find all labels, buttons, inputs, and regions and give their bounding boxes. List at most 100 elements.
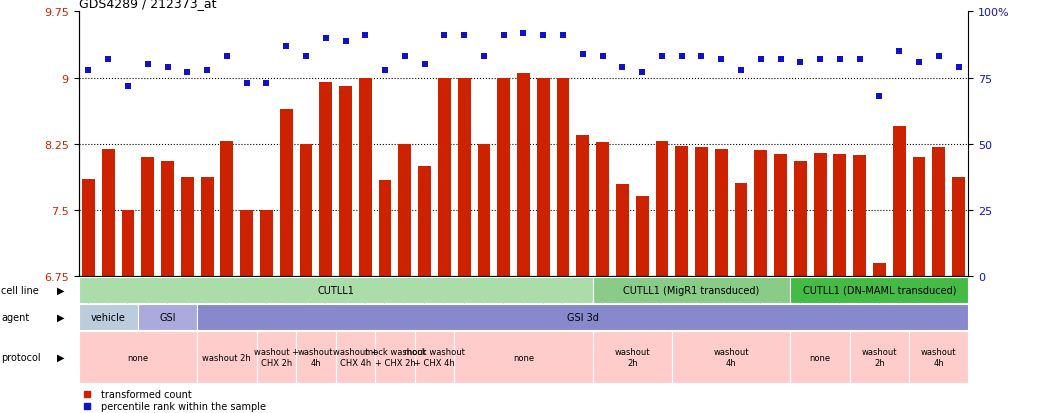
Text: CUTLL1: CUTLL1 — [317, 285, 354, 295]
Bar — [336, 332, 375, 383]
Bar — [201, 178, 214, 277]
Bar — [850, 332, 909, 383]
Text: washout
4h: washout 4h — [713, 348, 749, 367]
Bar — [833, 155, 846, 277]
Point — [436, 33, 452, 40]
Bar — [454, 332, 593, 383]
Bar — [141, 158, 154, 277]
Point — [851, 57, 868, 63]
Point — [575, 51, 592, 58]
Point — [811, 57, 828, 63]
Bar — [596, 143, 609, 277]
Text: ▶: ▶ — [57, 352, 65, 362]
Point — [733, 67, 750, 74]
Point — [831, 57, 848, 63]
Bar — [790, 332, 850, 383]
Bar — [257, 332, 296, 383]
Bar — [477, 145, 490, 277]
Bar — [161, 161, 174, 277]
Bar — [280, 109, 292, 277]
Text: GSI 3d: GSI 3d — [566, 312, 599, 322]
Point — [357, 33, 374, 40]
Point — [219, 54, 236, 61]
Bar — [893, 127, 906, 277]
Text: transformed count: transformed count — [101, 389, 192, 399]
Bar — [458, 78, 470, 277]
Text: mock washout
+ CHX 2h: mock washout + CHX 2h — [364, 348, 425, 367]
Point — [337, 38, 354, 45]
Bar — [755, 151, 767, 277]
Bar — [102, 150, 114, 277]
Text: GSI: GSI — [159, 312, 176, 322]
Point — [297, 54, 314, 61]
Point — [555, 33, 572, 40]
Point — [773, 57, 789, 63]
Bar — [240, 211, 253, 277]
Text: washout
2h: washout 2h — [615, 348, 650, 367]
Bar — [672, 332, 790, 383]
Point — [139, 62, 156, 69]
Bar — [952, 177, 965, 277]
Bar — [774, 155, 787, 277]
Bar — [375, 332, 415, 383]
Point — [614, 64, 630, 71]
Point — [277, 43, 294, 50]
Text: washout
4h: washout 4h — [921, 348, 957, 367]
Point — [753, 57, 770, 63]
Bar — [933, 147, 945, 277]
Bar — [655, 142, 668, 277]
Bar — [138, 304, 197, 330]
Text: ▶: ▶ — [57, 312, 65, 322]
Text: CUTLL1 (MigR1 transduced): CUTLL1 (MigR1 transduced) — [623, 285, 760, 295]
Point — [633, 70, 650, 76]
Text: GDS4289 / 212373_at: GDS4289 / 212373_at — [79, 0, 216, 10]
Bar — [299, 145, 312, 277]
Bar — [121, 211, 134, 277]
Point — [80, 67, 96, 74]
Text: agent: agent — [1, 312, 29, 322]
Bar — [260, 211, 273, 277]
Text: none: none — [809, 353, 830, 362]
Bar — [399, 145, 411, 277]
Text: none: none — [128, 353, 149, 362]
Point — [911, 59, 928, 66]
Text: washout 2h: washout 2h — [202, 353, 251, 362]
Bar — [675, 146, 688, 277]
Point — [515, 30, 532, 37]
Bar — [79, 332, 197, 383]
Bar — [438, 78, 451, 277]
Bar — [577, 136, 589, 277]
Bar — [913, 158, 926, 277]
Text: washout
4h: washout 4h — [298, 348, 334, 367]
Text: protocol: protocol — [1, 352, 41, 362]
Bar — [790, 277, 968, 303]
Point — [159, 64, 176, 71]
Point — [475, 54, 492, 61]
Bar — [296, 332, 336, 383]
Point — [595, 54, 611, 61]
Point — [179, 70, 196, 76]
Text: percentile rank within the sample: percentile rank within the sample — [101, 401, 266, 411]
Bar — [735, 183, 748, 277]
Point — [397, 54, 414, 61]
Point — [891, 49, 908, 55]
Point — [199, 67, 216, 74]
Bar — [853, 156, 866, 277]
Point — [792, 59, 808, 66]
Point — [119, 83, 136, 90]
Bar — [339, 87, 352, 277]
Bar — [82, 180, 95, 277]
Point — [417, 62, 433, 69]
Point — [99, 57, 116, 63]
Point — [713, 57, 730, 63]
Bar — [415, 332, 454, 383]
Bar — [593, 332, 672, 383]
Bar — [197, 304, 968, 330]
Point — [653, 54, 670, 61]
Bar — [593, 277, 790, 303]
Point — [258, 81, 274, 87]
Text: none: none — [513, 353, 534, 362]
Text: washout +
CHX 2h: washout + CHX 2h — [253, 348, 298, 367]
Point — [377, 67, 394, 74]
Point — [693, 54, 710, 61]
